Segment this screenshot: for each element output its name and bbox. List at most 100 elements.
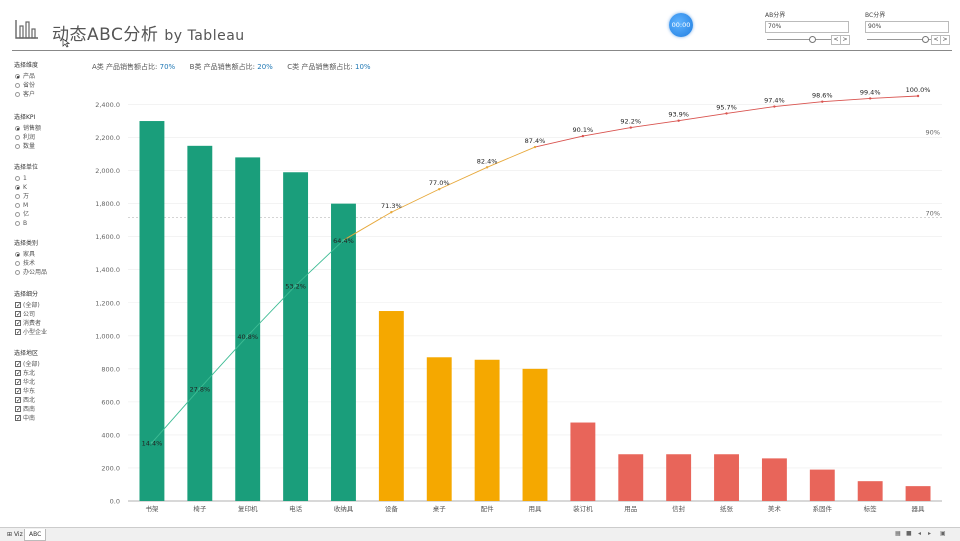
cumulative-point bbox=[438, 187, 441, 191]
radio-option[interactable]: 1 bbox=[14, 174, 38, 183]
radio-option[interactable]: 省份 bbox=[14, 81, 38, 90]
radio-option[interactable]: K bbox=[14, 183, 38, 192]
y-tick-label: 800.0 bbox=[101, 365, 120, 373]
cumulative-label: 27.8% bbox=[189, 385, 210, 393]
y-tick-label: 2,200.0 bbox=[95, 134, 120, 142]
page-title: 动态ABC分析 by Tableau bbox=[52, 20, 245, 45]
bc-slider-knob[interactable] bbox=[921, 36, 929, 43]
cumulative-label: 93.9% bbox=[668, 111, 689, 119]
bar-A bbox=[331, 203, 356, 501]
cumulative-label: 97.4% bbox=[764, 97, 785, 105]
radio-selected-icon bbox=[15, 74, 20, 79]
radio-icon bbox=[15, 194, 20, 199]
bar-C bbox=[618, 454, 644, 501]
x-tick-label: 美术 bbox=[768, 504, 782, 513]
prev-icon[interactable]: ◂ bbox=[918, 530, 922, 537]
filter-region-title: 选择地区 bbox=[14, 350, 39, 357]
checkbox-option[interactable]: ✓ 中南 bbox=[15, 415, 36, 422]
fullscreen-icon[interactable]: ▣ bbox=[940, 530, 946, 537]
x-tick-label: 配件 bbox=[481, 504, 495, 513]
radio-icon bbox=[15, 221, 20, 226]
y-tick-label: 600.0 bbox=[101, 398, 120, 406]
checkbox-option[interactable]: ✓ (全部) bbox=[15, 361, 40, 368]
radio-option[interactable]: 家具 bbox=[14, 250, 47, 259]
y-tick-label: 1,400.0 bbox=[95, 266, 120, 274]
checkbox-option[interactable]: ✓ 华东 bbox=[15, 388, 36, 395]
cumulative-line-segment bbox=[247, 285, 296, 337]
next-icon[interactable]: ▸ bbox=[928, 530, 932, 537]
cumulative-label: 90.1% bbox=[573, 126, 594, 134]
cumulative-label: 77.0% bbox=[429, 179, 450, 187]
checkbox-option[interactable]: ✓ (全部) bbox=[15, 302, 40, 309]
bar-C bbox=[666, 454, 692, 501]
x-tick-label: 纸张 bbox=[720, 504, 734, 513]
radio-option[interactable]: B bbox=[14, 219, 38, 228]
checkbox-option[interactable]: ✓ 小型企业 bbox=[15, 329, 48, 336]
checkbox-option[interactable]: ✓ 消费者 bbox=[15, 320, 42, 327]
radio-option[interactable]: 客户 bbox=[14, 90, 38, 99]
grid-view-icon[interactable]: ▦ bbox=[895, 530, 901, 537]
title-by: by Tableau bbox=[164, 28, 245, 44]
cumulative-point bbox=[677, 119, 680, 122]
filter-unit: 选择单位 1 K 万 M 亿 B bbox=[14, 162, 38, 228]
checkbox-option[interactable]: ✓ 华北 bbox=[15, 379, 36, 386]
x-tick-label: 收纳具 bbox=[334, 504, 354, 513]
radio-option[interactable]: 数量 bbox=[14, 142, 41, 151]
bar-B bbox=[522, 368, 548, 501]
summary-c-value: 10% bbox=[355, 63, 371, 71]
cumulative-label: 98.6% bbox=[812, 92, 833, 100]
ab-param-input[interactable]: 70% bbox=[765, 21, 849, 33]
radio-option[interactable]: 办公用品 bbox=[14, 268, 47, 277]
x-tick-label: 装订机 bbox=[573, 504, 593, 513]
cumulative-point bbox=[821, 100, 824, 103]
bar-A bbox=[187, 145, 213, 501]
radio-icon bbox=[15, 176, 20, 181]
radio-option[interactable]: 亿 bbox=[14, 210, 38, 219]
radio-option[interactable]: 利润 bbox=[14, 133, 41, 142]
radio-selected-icon bbox=[15, 126, 20, 131]
cursor-icon bbox=[62, 38, 70, 48]
bc-param-input[interactable]: 90% bbox=[865, 21, 949, 33]
bar-B bbox=[378, 311, 404, 501]
radio-option[interactable]: 技术 bbox=[14, 259, 47, 268]
bc-increment-button[interactable]: > bbox=[940, 35, 950, 45]
dashboard-header: 动态ABC分析 by Tableau 00:00 AB分界 70% < > BC分… bbox=[0, 0, 960, 51]
x-tick-label: 信封 bbox=[672, 504, 686, 513]
bc-slider-track[interactable] bbox=[867, 39, 931, 40]
radio-selected-icon bbox=[15, 252, 20, 257]
stop-icon[interactable]: ■ bbox=[906, 530, 912, 537]
cumulative-label: 100.0% bbox=[906, 86, 931, 94]
ab-slider-track[interactable] bbox=[767, 39, 831, 40]
sheet-tab-bar: ⊞ Viz ABC ▦ ■ ◂ ▸ ▣ bbox=[0, 527, 960, 541]
tab-viz[interactable]: ⊞ Viz bbox=[7, 531, 23, 538]
cumulative-line-segment bbox=[678, 112, 727, 122]
filter-segment-title: 选择细分 bbox=[14, 291, 39, 298]
summary-c-label: C类 产品销售额占比: bbox=[287, 63, 353, 71]
checkbox-option[interactable]: ✓ 西南 bbox=[15, 406, 36, 413]
ab-slider-knob[interactable] bbox=[808, 36, 816, 43]
reference-line-label: 70% bbox=[926, 210, 940, 218]
check-icon: ✓ bbox=[15, 320, 22, 327]
radio-option[interactable]: 万 bbox=[14, 192, 38, 201]
tab-abc[interactable]: ABC bbox=[24, 529, 47, 541]
checkbox-option[interactable]: ✓ 东北 bbox=[15, 370, 36, 377]
x-tick-label: 书架 bbox=[145, 504, 159, 513]
cumulative-point bbox=[916, 94, 920, 98]
cumulative-line-segment bbox=[774, 101, 823, 107]
ab-increment-button[interactable]: > bbox=[840, 35, 850, 45]
summary-a-value: 70% bbox=[159, 63, 176, 71]
timer-badge[interactable]: 00:00 bbox=[669, 13, 693, 37]
radio-option[interactable]: 销售额 bbox=[14, 124, 41, 133]
radio-icon bbox=[15, 135, 20, 140]
filter-class: 选择类别 家具 技术 办公用品 bbox=[14, 238, 47, 277]
radio-option[interactable]: M bbox=[14, 201, 38, 210]
filter-dimension: 选择维度 产品 省份 客户 bbox=[14, 60, 38, 99]
y-tick-label: 1,200.0 bbox=[95, 299, 120, 307]
checkbox-option[interactable]: ✓ 公司 bbox=[15, 311, 36, 318]
cumulative-point bbox=[294, 284, 297, 287]
checkbox-option[interactable]: ✓ 西北 bbox=[15, 397, 36, 404]
bar-C bbox=[857, 481, 883, 501]
bar-A bbox=[235, 157, 261, 501]
class-summary: A类 产品销售额占比: 70% B类 产品销售额占比: 20% C类 产品销售额… bbox=[92, 62, 371, 72]
radio-option[interactable]: 产品 bbox=[14, 72, 38, 81]
